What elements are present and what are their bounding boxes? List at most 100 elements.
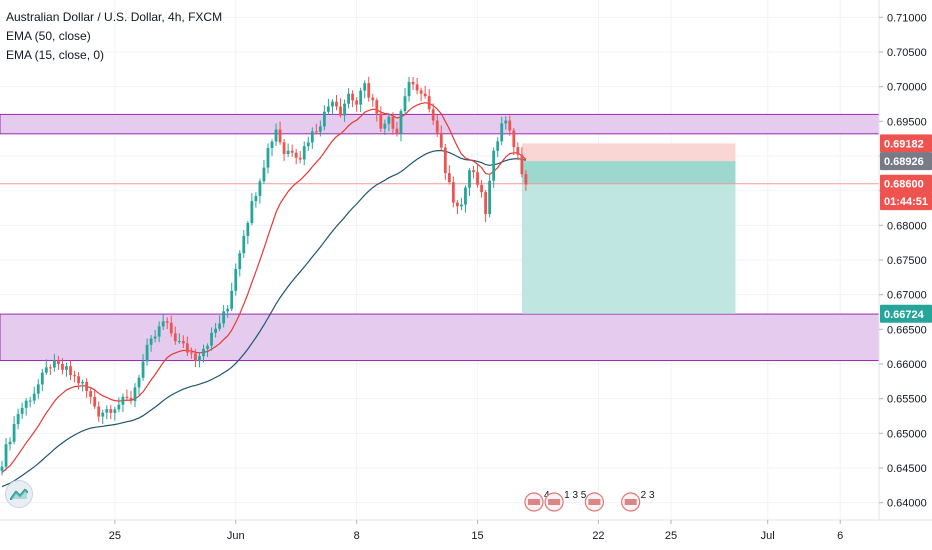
candle-body: [318, 126, 322, 132]
price-axis-badge[interactable]: [880, 192, 932, 211]
candle-body: [117, 404, 121, 410]
candle-body: [85, 381, 89, 392]
candle-body: [145, 344, 149, 362]
candle-body: [206, 345, 209, 349]
price-axis-badge[interactable]: [880, 174, 932, 193]
price-axis-badge[interactable]: [880, 134, 932, 153]
candle-body: [20, 407, 24, 414]
candle-body: [242, 235, 246, 254]
candle-body: [464, 187, 467, 205]
time-axis-label: Jun: [227, 530, 245, 542]
candle-body: [375, 100, 379, 114]
candle-body: [194, 353, 197, 362]
candle-body: [24, 400, 28, 408]
ema50-legend: EMA (50, close): [6, 29, 91, 43]
candle-body: [443, 147, 447, 174]
candle-body: [516, 147, 520, 155]
candle-body: [278, 129, 282, 143]
candle-body: [403, 96, 407, 112]
price-axis-label: 0.67500: [887, 255, 927, 267]
candle-body: [73, 375, 76, 377]
candle-body: [274, 129, 278, 142]
candle-body: [165, 321, 169, 323]
candle-body: [36, 384, 40, 394]
position-open-pnl: [521, 161, 736, 184]
candle-body: [57, 360, 60, 364]
supply-demand-zone-1: [0, 113, 880, 135]
event-label: 4: [544, 490, 550, 501]
time-axis-label: 15: [471, 530, 483, 542]
candle-body: [177, 341, 181, 343]
symbol-title: Australian Dollar / U.S. Dollar, 4h, FXC…: [6, 10, 223, 24]
candle-body: [161, 321, 165, 327]
candle-body: [8, 441, 12, 445]
candle-body: [468, 170, 471, 188]
candle-body: [254, 196, 258, 202]
candle-body: [218, 323, 222, 329]
candle-body: [185, 343, 189, 353]
candle-body: [423, 93, 427, 97]
candle-body: [520, 154, 524, 175]
candle-body: [121, 396, 125, 405]
candle-body: [331, 101, 334, 107]
candle-body: [270, 141, 274, 148]
price-axis-badge-label: 0.69182: [884, 138, 924, 150]
price-axis-label: 0.66000: [887, 359, 927, 371]
candle-body: [113, 409, 117, 413]
candle-body: [129, 397, 133, 402]
candle-body: [488, 180, 492, 215]
candle-body: [222, 311, 226, 324]
event-flag-stripe: [527, 499, 540, 505]
candle-body: [472, 170, 475, 173]
candle-body: [125, 396, 129, 398]
candle-body: [419, 90, 423, 94]
price-axis-badge[interactable]: [880, 152, 932, 171]
candle-body: [238, 253, 242, 270]
price-axis-label: 0.65500: [887, 394, 927, 406]
price-axis-label: 0.67000: [887, 290, 927, 302]
candle-body: [512, 130, 516, 148]
ema15-legend: EMA (15, close, 0): [6, 48, 105, 62]
candle-body: [298, 157, 302, 160]
candle-body: [339, 106, 342, 116]
candle-body: [355, 100, 359, 105]
candle-body: [492, 150, 496, 181]
candle-body: [169, 322, 173, 334]
candle-body: [476, 172, 479, 185]
candle-body: [32, 393, 36, 401]
candle-body: [335, 101, 338, 107]
candle-body: [383, 123, 387, 129]
time-axis-label: 25: [109, 530, 121, 542]
candle-body: [395, 128, 399, 134]
candle-body: [500, 123, 504, 142]
event-flag-stripe: [548, 499, 561, 505]
candle-body: [44, 367, 48, 373]
candle-body: [89, 391, 93, 397]
candle-body: [391, 116, 395, 129]
candle-body: [173, 333, 177, 342]
price-axis-badge[interactable]: [880, 304, 932, 323]
candle-body: [294, 152, 298, 158]
tradingview-logo-icon[interactable]: [5, 480, 33, 508]
candle-body: [246, 223, 250, 236]
candle-body: [69, 366, 72, 376]
candle-body: [157, 326, 161, 337]
candle-body: [310, 131, 314, 143]
candle-body: [97, 406, 101, 417]
event-flag-stripe: [624, 499, 637, 505]
candle-body: [524, 174, 528, 185]
time-axis-label: 8: [354, 530, 360, 542]
candle-body: [282, 142, 286, 154]
event-label: 1 3 5: [564, 490, 587, 501]
candle-body: [290, 150, 294, 153]
candle-body: [65, 366, 68, 370]
event-flag-stripe: [588, 499, 601, 505]
candle-body: [214, 328, 217, 333]
candle-body: [141, 361, 145, 378]
price-axis-label: 0.70000: [887, 82, 927, 94]
candle-body: [447, 173, 451, 183]
candle-body: [266, 147, 270, 168]
price-axis-badge-label: 01:44:51: [884, 196, 928, 208]
